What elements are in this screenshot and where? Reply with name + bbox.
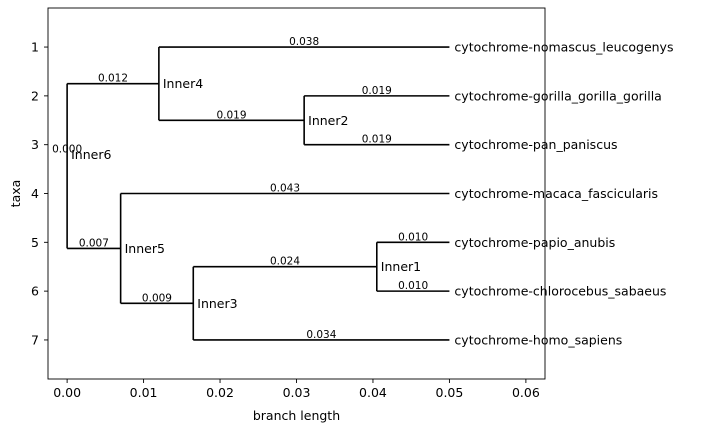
- leaf-label: cytochrome-pan_paniscus: [454, 137, 617, 152]
- y-tick-label: 2: [31, 88, 39, 103]
- y-tick-label: 1: [31, 40, 39, 55]
- x-tick-label: 0.01: [130, 385, 158, 400]
- y-tick-label: 3: [31, 137, 39, 152]
- branch-length-label: 0.010: [398, 280, 428, 292]
- branch-length-label: 0.038: [289, 36, 319, 48]
- leaf-label: cytochrome-papio_anubis: [454, 235, 615, 250]
- leaf-label: cytochrome-homo_sapiens: [454, 332, 622, 347]
- branch-length-label: 0.019: [216, 109, 246, 121]
- y-tick-label: 6: [31, 284, 39, 299]
- branch-length-label: 0.019: [362, 85, 392, 97]
- x-tick-label: 0.03: [283, 385, 311, 400]
- branch-length-label: 0.019: [362, 134, 392, 146]
- internal-node-label: Inner3: [197, 296, 237, 311]
- y-tick-label: 5: [31, 235, 39, 250]
- branch-length-label: 0.034: [306, 329, 336, 341]
- x-tick-label: 0.04: [359, 385, 387, 400]
- leaf-label: cytochrome-chlorocebus_sabaeus: [454, 284, 666, 299]
- branch-length-label: 0.012: [98, 73, 128, 85]
- leaf-label: cytochrome-nomascus_leucogenys: [454, 40, 673, 55]
- branch-length-label: 0.010: [398, 231, 428, 243]
- internal-node-label: Inner6: [71, 147, 111, 162]
- y-axis-label: taxa: [8, 180, 23, 208]
- internal-node-label: Inner4: [163, 76, 203, 91]
- leaf-label: cytochrome-gorilla_gorilla_gorilla: [454, 88, 661, 103]
- y-tick-label: 4: [31, 186, 39, 201]
- branch-length-label: 0.000: [52, 143, 82, 155]
- branch-length-label: 0.024: [270, 256, 300, 268]
- x-tick-label: 0.05: [436, 385, 464, 400]
- x-tick-label: 0.00: [53, 385, 81, 400]
- internal-node-label: Inner5: [125, 241, 165, 256]
- internal-node-label: Inner2: [308, 113, 348, 128]
- branch-length-label: 0.043: [270, 183, 300, 195]
- leaf-label: cytochrome-macaca_fascicularis: [454, 186, 658, 201]
- branch-length-label: 0.009: [142, 292, 172, 304]
- branch-length-label: 0.007: [79, 237, 109, 249]
- plot-area: 0.00 0.01 0.02 0.03 0.04 0.05 0.06 1 2 3 4 5 6 7 0.000…: [31, 7, 673, 400]
- x-tick-label: 0.06: [512, 385, 540, 400]
- y-tick-label: 7: [31, 332, 39, 347]
- internal-node-label: Inner1: [381, 259, 421, 274]
- x-axis-label: branch length: [253, 408, 340, 423]
- x-tick-label: 0.02: [206, 385, 234, 400]
